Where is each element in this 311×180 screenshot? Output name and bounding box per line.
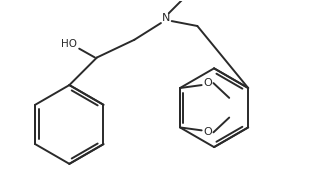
Text: N: N [162, 13, 170, 23]
Text: HO: HO [61, 39, 77, 49]
Text: O: O [203, 127, 212, 137]
Text: O: O [203, 78, 212, 88]
